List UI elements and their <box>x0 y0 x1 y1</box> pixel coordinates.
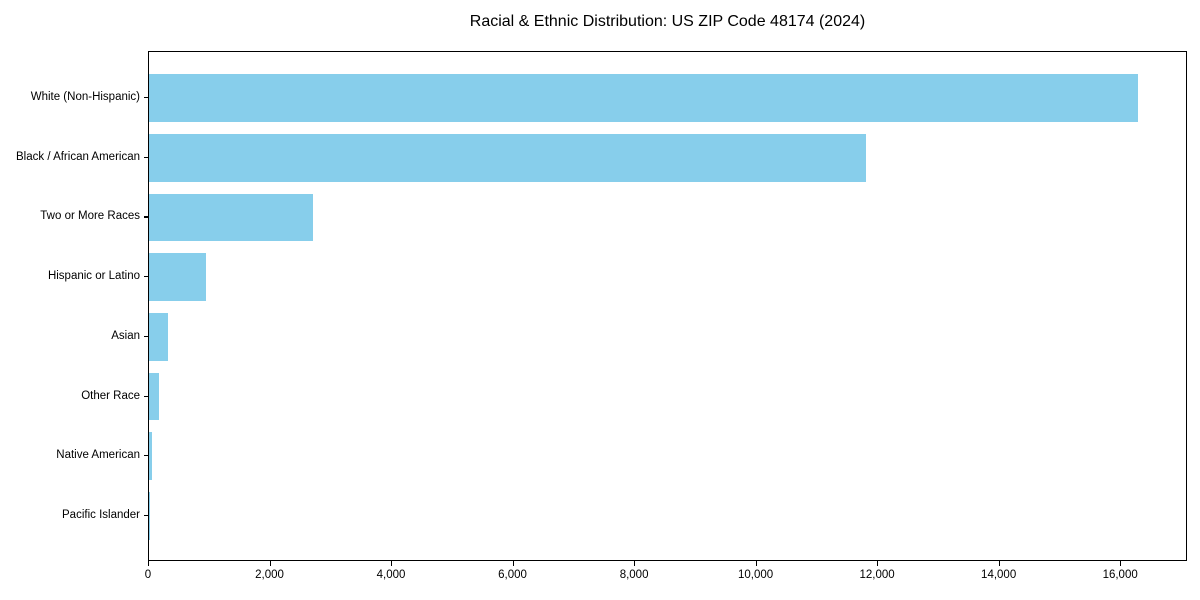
x-tick-label: 4,000 <box>376 569 406 581</box>
category-label: White (Non-Hispanic) <box>30 91 140 103</box>
y-tick-mark <box>144 276 148 278</box>
x-tick-label: 12,000 <box>859 569 895 581</box>
category-label: Black / African American <box>16 150 140 163</box>
category-label: Hispanic or Latino <box>47 270 140 283</box>
y-tick-mark <box>144 97 148 99</box>
bar <box>149 253 207 301</box>
x-tick-mark <box>1120 561 1122 566</box>
y-tick-mark <box>144 455 148 457</box>
y-tick-mark <box>144 514 148 517</box>
category-label: Pacific Islander <box>62 508 140 521</box>
x-tick-label: 6,000 <box>498 569 527 581</box>
x-tick-mark <box>148 561 150 566</box>
x-tick-label: 10,000 <box>738 569 774 581</box>
bar <box>149 492 150 540</box>
x-tick-mark <box>512 561 514 566</box>
x-tick-mark <box>269 561 271 566</box>
x-tick-label: 8,000 <box>619 569 649 581</box>
y-tick-mark <box>144 216 148 218</box>
y-tick-mark <box>144 156 148 158</box>
y-tick-mark <box>144 395 148 397</box>
plot-area <box>148 51 1187 561</box>
bar <box>149 74 1139 122</box>
category-label: Other Race <box>81 389 140 402</box>
chart-title: Racial & Ethnic Distribution: US ZIP Cod… <box>469 13 866 30</box>
x-tick-label: 16,000 <box>1102 569 1138 581</box>
x-tick-label: 2,000 <box>255 569 284 581</box>
bar <box>149 432 153 481</box>
category-label: Asian <box>111 329 140 342</box>
x-tick-mark <box>634 561 636 566</box>
x-tick-mark <box>755 561 757 566</box>
bar <box>149 372 160 421</box>
bar <box>149 133 866 182</box>
category-label: Native American <box>56 449 140 462</box>
category-label: Two or More Races <box>40 210 140 223</box>
x-tick-mark <box>998 561 1000 566</box>
x-tick-mark <box>877 561 879 566</box>
x-tick-mark <box>391 561 393 566</box>
x-tick-label: 0 <box>144 569 152 581</box>
bar <box>149 193 314 242</box>
bar <box>149 312 169 361</box>
y-tick-mark <box>144 335 148 338</box>
x-tick-label: 14,000 <box>981 569 1017 581</box>
